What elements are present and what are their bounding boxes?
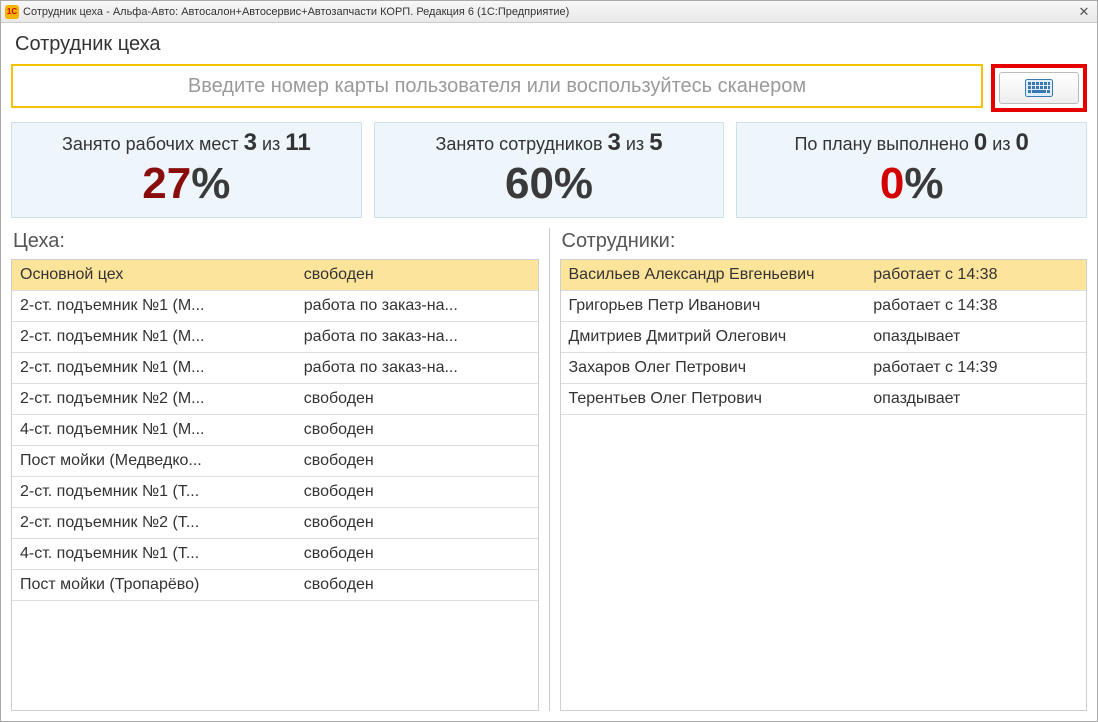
content-area: Сотрудник цеха Занято р [1, 23, 1097, 721]
table-header-row[interactable]: Васильев Александр Евгеньевичработает с … [561, 260, 1087, 291]
cell: свободен [296, 570, 538, 600]
app-window: 1C Сотрудник цеха - Альфа-Авто: Автосало… [0, 0, 1098, 722]
table-row[interactable]: 4-ст. подъемник №1 (М...свободен [12, 415, 538, 446]
cell: Дмитриев Дмитрий Олегович [561, 322, 866, 352]
stat-card: Занято сотрудников 3 из 560% [374, 122, 725, 218]
cell: свободен [296, 477, 538, 507]
stat-card: По плану выполнено 0 из 00% [736, 122, 1087, 218]
table-row[interactable]: 2-ст. подъемник №1 (М...работа по заказ-… [12, 291, 538, 322]
cell: Васильев Александр Евгеньевич [561, 260, 866, 290]
cell: 2-ст. подъемник №1 (М... [12, 291, 296, 321]
table-row[interactable]: 2-ст. подъемник №2 (Т...свободен [12, 508, 538, 539]
cell: 4-ст. подъемник №1 (М... [12, 415, 296, 445]
onscreen-keyboard-button[interactable] [999, 72, 1079, 104]
table-row[interactable]: 2-ст. подъемник №1 (Т...свободен [12, 477, 538, 508]
cell: 2-ст. подъемник №1 (Т... [12, 477, 296, 507]
table-row[interactable]: 2-ст. подъемник №2 (М...свободен [12, 384, 538, 415]
page-title: Сотрудник цеха [15, 33, 1087, 56]
table-row[interactable]: Дмитриев Дмитрий Олеговичопаздывает [561, 322, 1087, 353]
stats-row: Занято рабочих мест 3 из 1127%Занято сот… [11, 122, 1087, 218]
app-logo-icon: 1C [5, 5, 19, 19]
panel-divider [549, 228, 550, 711]
cell: работа по заказ-на... [296, 291, 538, 321]
table-row[interactable]: Захаров Олег Петровичработает с 14:39 [561, 353, 1087, 384]
cell: свободен [296, 446, 538, 476]
cell: свободен [296, 384, 538, 414]
cell: работа по заказ-на... [296, 322, 538, 352]
cell: Пост мойки (Тропарёво) [12, 570, 296, 600]
stat-label: Занято сотрудников 3 из 5 [379, 129, 720, 157]
employees-panel: Сотрудники: Васильев Александр Евгеньеви… [560, 228, 1088, 711]
cell: опаздывает [865, 322, 1086, 352]
cell: работа по заказ-на... [296, 353, 538, 383]
cell: свободен [296, 415, 538, 445]
workshops-grid[interactable]: Основной цехсвободен2-ст. подъемник №1 (… [11, 259, 539, 711]
keyboard-button-highlight [991, 64, 1087, 112]
cell: свободен [296, 508, 538, 538]
workshops-panel: Цеха: Основной цехсвободен2-ст. подъемни… [11, 228, 539, 711]
cell: 2-ст. подъемник №1 (М... [12, 353, 296, 383]
cell: Захаров Олег Петрович [561, 353, 866, 383]
stat-value: 27% [16, 159, 357, 209]
cell: работает с 14:38 [865, 291, 1086, 321]
cell: опаздывает [865, 384, 1086, 414]
table-row[interactable]: 4-ст. подъемник №1 (Т...свободен [12, 539, 538, 570]
employees-title: Сотрудники: [562, 230, 1088, 253]
cell: Основной цех [12, 260, 296, 290]
cell: свободен [296, 260, 538, 290]
tables-area: Цеха: Основной цехсвободен2-ст. подъемни… [11, 228, 1087, 711]
cell: 4-ст. подъемник №1 (Т... [12, 539, 296, 569]
cell: работает с 14:38 [865, 260, 1086, 290]
search-box [11, 64, 983, 108]
table-row[interactable]: Терентьев Олег Петровичопаздывает [561, 384, 1087, 415]
cell: свободен [296, 539, 538, 569]
table-row[interactable]: Пост мойки (Медведко...свободен [12, 446, 538, 477]
card-number-input[interactable] [13, 75, 981, 98]
cell: 2-ст. подъемник №1 (М... [12, 322, 296, 352]
cell: 2-ст. подъемник №2 (М... [12, 384, 296, 414]
titlebar: 1C Сотрудник цеха - Альфа-Авто: Автосало… [1, 1, 1097, 23]
table-header-row[interactable]: Основной цехсвободен [12, 260, 538, 291]
table-row[interactable]: Григорьев Петр Ивановичработает с 14:38 [561, 291, 1087, 322]
cell: 2-ст. подъемник №2 (Т... [12, 508, 296, 538]
cell: Григорьев Петр Иванович [561, 291, 866, 321]
close-icon[interactable]: ✕ [1075, 4, 1093, 20]
cell: работает с 14:39 [865, 353, 1086, 383]
table-row[interactable]: 2-ст. подъемник №1 (М...работа по заказ-… [12, 322, 538, 353]
keyboard-icon [1025, 79, 1053, 97]
search-row [11, 64, 1087, 112]
stat-label: Занято рабочих мест 3 из 11 [16, 129, 357, 157]
workshops-title: Цеха: [13, 230, 539, 253]
table-row[interactable]: 2-ст. подъемник №1 (М...работа по заказ-… [12, 353, 538, 384]
cell: Терентьев Олег Петрович [561, 384, 866, 414]
stat-value: 0% [741, 159, 1082, 209]
stat-card: Занято рабочих мест 3 из 1127% [11, 122, 362, 218]
stat-label: По плану выполнено 0 из 0 [741, 129, 1082, 157]
stat-value: 60% [379, 159, 720, 209]
table-row[interactable]: Пост мойки (Тропарёво)свободен [12, 570, 538, 601]
cell: Пост мойки (Медведко... [12, 446, 296, 476]
employees-grid[interactable]: Васильев Александр Евгеньевичработает с … [560, 259, 1088, 711]
window-title: Сотрудник цеха - Альфа-Авто: Автосалон+А… [23, 6, 1075, 18]
